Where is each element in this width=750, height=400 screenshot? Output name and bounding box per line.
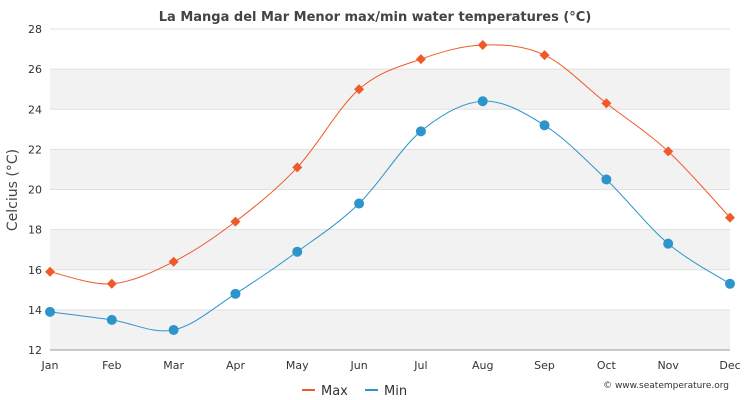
data-point-min[interactable] [45, 306, 55, 317]
data-point-max[interactable] [168, 256, 179, 267]
data-point-max[interactable] [477, 40, 488, 51]
data-point-min[interactable] [230, 288, 241, 299]
x-tick-label: Feb [102, 359, 121, 372]
x-tick-label: Oct [597, 359, 617, 372]
data-point-max[interactable] [106, 278, 117, 289]
y-tick-label: 24 [28, 103, 42, 116]
grid-band [50, 69, 730, 110]
data-point-min[interactable] [725, 278, 735, 289]
data-point-max[interactable] [292, 162, 303, 173]
x-tick-label: Jan [41, 359, 59, 372]
x-tick-label: Apr [226, 359, 246, 372]
data-point-max[interactable] [415, 54, 426, 65]
data-point-min[interactable] [539, 120, 550, 131]
data-point-min[interactable] [601, 174, 612, 185]
data-point-max[interactable] [601, 98, 612, 109]
x-tick-label: Mar [163, 359, 184, 372]
y-tick-label: 12 [28, 344, 42, 357]
data-point-min[interactable] [292, 246, 303, 257]
data-point-max[interactable] [663, 146, 674, 157]
y-tick-label: 26 [28, 63, 42, 76]
x-tick-label: Nov [657, 359, 679, 372]
y-axis-label: Celcius (°C) [5, 149, 21, 231]
legend-item-min[interactable]: Min [365, 384, 407, 399]
data-point-max[interactable] [539, 50, 550, 61]
data-point-min[interactable] [663, 238, 674, 249]
x-tick-labels: Jan Feb Mar Apr May Jun Jul Aug Sep Oct Nov Dec [41, 359, 741, 372]
data-point-max[interactable] [45, 266, 55, 277]
x-tick-label: Jun [349, 359, 367, 372]
data-point-min[interactable] [106, 314, 117, 325]
y-tick-label: 22 [28, 143, 42, 156]
y-tick-labels: 12 14 16 18 20 22 24 26 28 [28, 23, 42, 357]
x-tick-label: Sep [534, 359, 555, 372]
credit-text: © www.seatemperature.org [603, 381, 729, 391]
y-tick-label: 28 [28, 23, 42, 36]
data-point-max[interactable] [230, 216, 241, 227]
y-tick-label: 16 [28, 264, 42, 277]
grid-bands [50, 69, 730, 350]
legend[interactable]: Max Min [302, 384, 407, 399]
series-min [45, 96, 735, 335]
series-max [45, 40, 735, 289]
x-tick-label: May [286, 359, 309, 372]
x-tick-label: Dec [719, 359, 740, 372]
x-tick-label: Jul [413, 359, 427, 372]
grid-band [50, 229, 730, 270]
y-tick-label: 14 [28, 304, 42, 317]
data-point-max[interactable] [725, 212, 735, 223]
y-tick-label: 20 [28, 184, 42, 197]
grid-band [50, 149, 730, 190]
y-tick-label: 18 [28, 224, 42, 237]
gridlines [50, 28, 730, 351]
chart-title: La Manga del Mar Menor max/min water tem… [159, 10, 592, 25]
data-point-min[interactable] [477, 96, 488, 107]
data-point-min[interactable] [415, 126, 426, 137]
series-layer [45, 40, 735, 335]
x-tick-label: Aug [472, 359, 493, 372]
data-point-max[interactable] [354, 84, 365, 95]
legend-item-max[interactable]: Max [302, 384, 348, 399]
legend-label-max: Max [321, 384, 348, 399]
grid-band [50, 309, 730, 350]
data-point-min[interactable] [168, 324, 179, 335]
legend-label-min: Min [384, 384, 407, 399]
data-point-min[interactable] [354, 198, 365, 209]
